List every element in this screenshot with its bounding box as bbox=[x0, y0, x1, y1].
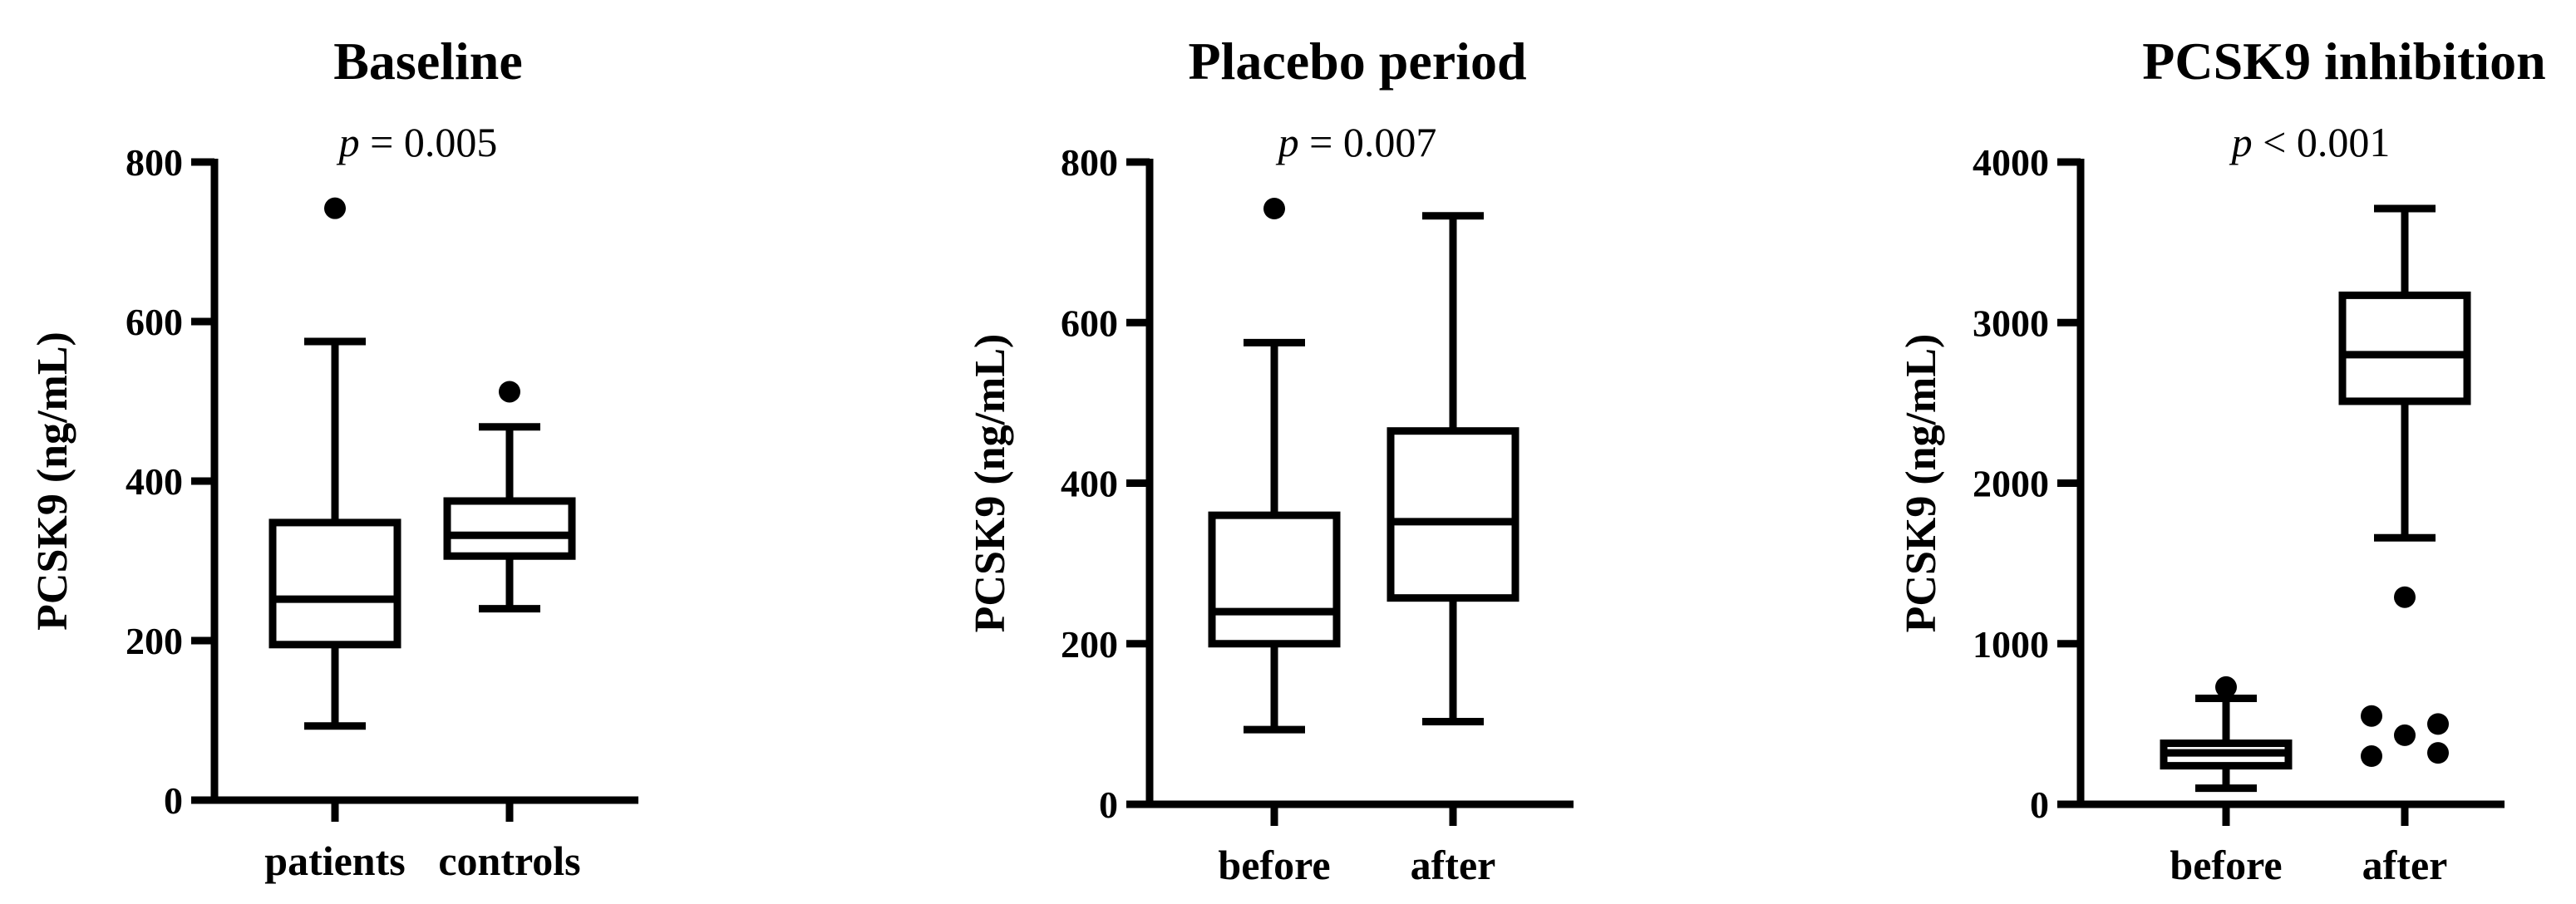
x-tick-label: controls bbox=[438, 838, 580, 884]
y-tick-label: 0 bbox=[1099, 784, 1118, 826]
y-tick-label: 2000 bbox=[1973, 463, 2049, 505]
iqr-box bbox=[2338, 291, 2471, 405]
x-tick-label: patients bbox=[264, 838, 405, 884]
chart-panel-1: Baseline p = 0.005 PCSK9 (ng/mL) 0 200 400 600… bbox=[29, 32, 638, 884]
y-axis-label: PCSK9 (ng/mL) bbox=[1898, 334, 1945, 633]
iqr-box bbox=[1387, 427, 1519, 602]
y-tick-label: 200 bbox=[126, 620, 183, 662]
p-value-label: p < 0.001 bbox=[2229, 119, 2391, 165]
chart-panel-3: PCSK9 inhibition p < 0.001 PCSK9 (ng/mL) 0 1… bbox=[1898, 32, 2546, 888]
iqr-box bbox=[1208, 511, 1341, 648]
chart-title: Baseline bbox=[333, 32, 523, 91]
outlier-point bbox=[499, 381, 520, 403]
outlier-point bbox=[1263, 198, 1285, 220]
x-tick-label: before bbox=[2170, 842, 2282, 888]
iqr-box bbox=[443, 497, 576, 560]
box-patients bbox=[268, 197, 401, 730]
y-axis-label: PCSK9 (ng/mL) bbox=[29, 332, 76, 631]
iqr-box bbox=[268, 518, 401, 649]
p-value-label: p = 0.005 bbox=[337, 119, 498, 165]
y-tick-label: 4000 bbox=[1973, 141, 2049, 184]
chart-title: Placebo period bbox=[1188, 32, 1526, 91]
chart-panel-2: Placebo period p = 0.007 PCSK9 (ng/mL) 0 200… bbox=[967, 32, 1574, 888]
box-controls bbox=[443, 381, 576, 613]
y-tick-label: 0 bbox=[2030, 784, 2049, 826]
y-tick-label: 0 bbox=[164, 779, 183, 822]
p-value-label: p = 0.007 bbox=[1276, 119, 1437, 165]
y-tick-label: 200 bbox=[1061, 623, 1118, 666]
x-tick-label: after bbox=[1411, 842, 1496, 888]
outlier-point bbox=[2215, 676, 2237, 698]
y-tick-label: 600 bbox=[1061, 302, 1118, 344]
x-tick-label: after bbox=[2362, 842, 2448, 888]
y-axis-label: PCSK9 (ng/mL) bbox=[967, 334, 1014, 633]
y-tick-label: 400 bbox=[126, 460, 183, 503]
outlier-point bbox=[324, 197, 346, 219]
y-tick-label: 1000 bbox=[1973, 623, 2049, 666]
y-tick-label: 3000 bbox=[1973, 302, 2049, 344]
outlier-point bbox=[2394, 724, 2416, 746]
chart-title: PCSK9 inhibition bbox=[2142, 32, 2546, 91]
outlier-point bbox=[2427, 742, 2449, 764]
y-tick-label: 600 bbox=[126, 301, 183, 343]
box-after bbox=[1387, 212, 1519, 725]
box-before bbox=[1208, 198, 1341, 734]
outlier-point bbox=[2394, 586, 2416, 608]
y-tick-label: 800 bbox=[1061, 141, 1118, 184]
x-tick-label: before bbox=[1218, 842, 1330, 888]
box-before bbox=[2160, 676, 2293, 793]
y-tick-label: 800 bbox=[126, 141, 183, 184]
box-after bbox=[2338, 204, 2471, 768]
y-tick-label: 400 bbox=[1061, 463, 1118, 505]
outlier-point bbox=[2427, 713, 2449, 735]
outlier-point bbox=[2361, 705, 2382, 727]
outlier-point bbox=[2361, 745, 2382, 768]
